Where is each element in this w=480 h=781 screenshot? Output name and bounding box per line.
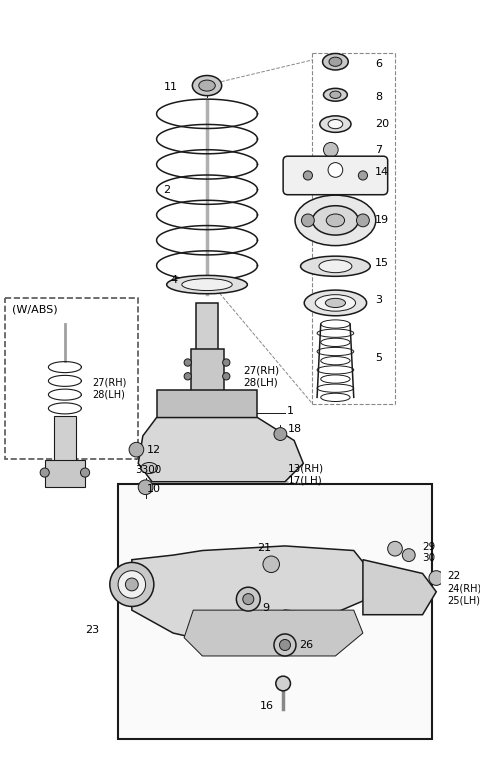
Text: 3: 3 xyxy=(375,295,382,305)
Text: (W/ABS): (W/ABS) xyxy=(12,305,57,314)
Ellipse shape xyxy=(295,195,376,245)
Text: 6: 6 xyxy=(375,59,382,70)
Circle shape xyxy=(357,214,369,226)
Circle shape xyxy=(301,214,314,226)
Circle shape xyxy=(223,358,230,366)
Circle shape xyxy=(184,358,192,366)
Circle shape xyxy=(359,171,368,180)
Ellipse shape xyxy=(192,76,222,96)
Text: 10: 10 xyxy=(147,484,161,494)
Ellipse shape xyxy=(329,57,342,66)
Text: 13(RH)
17(LH): 13(RH) 17(LH) xyxy=(288,463,324,485)
Text: 12: 12 xyxy=(147,444,161,455)
Bar xyxy=(196,303,218,358)
Circle shape xyxy=(81,468,90,477)
Text: 4: 4 xyxy=(170,275,178,285)
Ellipse shape xyxy=(326,214,345,226)
Text: 15: 15 xyxy=(375,259,389,269)
Text: 5: 5 xyxy=(375,353,382,363)
Circle shape xyxy=(40,468,49,477)
Ellipse shape xyxy=(125,578,138,591)
Ellipse shape xyxy=(167,276,247,294)
Bar xyxy=(156,390,257,436)
Circle shape xyxy=(263,556,279,572)
Text: 18: 18 xyxy=(288,423,302,433)
FancyBboxPatch shape xyxy=(5,298,138,458)
Text: 7: 7 xyxy=(375,144,382,155)
Circle shape xyxy=(274,634,296,656)
Bar xyxy=(54,415,76,462)
Circle shape xyxy=(303,171,312,180)
Ellipse shape xyxy=(312,205,359,235)
Text: 21: 21 xyxy=(257,543,272,553)
Text: 22: 22 xyxy=(447,571,460,581)
Circle shape xyxy=(276,676,290,691)
Ellipse shape xyxy=(315,294,356,311)
Bar xyxy=(191,349,224,431)
Ellipse shape xyxy=(324,88,348,102)
Ellipse shape xyxy=(319,260,352,273)
Circle shape xyxy=(429,571,444,586)
Circle shape xyxy=(274,428,287,440)
Text: 23: 23 xyxy=(85,626,100,635)
Text: 24(RH)
25(LH): 24(RH) 25(LH) xyxy=(447,583,480,605)
Polygon shape xyxy=(363,560,436,615)
Text: 30: 30 xyxy=(422,553,436,563)
Text: 16: 16 xyxy=(260,701,274,711)
Circle shape xyxy=(402,549,415,562)
Ellipse shape xyxy=(110,562,154,607)
Text: 27(RH)
28(LH): 27(RH) 28(LH) xyxy=(244,366,280,387)
Text: 27(RH)
28(LH): 27(RH) 28(LH) xyxy=(92,377,127,399)
Bar xyxy=(118,483,432,739)
Ellipse shape xyxy=(182,279,232,291)
Circle shape xyxy=(279,640,290,651)
Circle shape xyxy=(236,587,260,611)
Text: 29: 29 xyxy=(422,542,436,552)
Text: 2: 2 xyxy=(163,185,170,195)
Ellipse shape xyxy=(328,119,343,129)
Ellipse shape xyxy=(330,91,341,98)
Circle shape xyxy=(184,373,192,380)
Text: 20: 20 xyxy=(375,119,389,129)
Text: 19: 19 xyxy=(375,216,389,226)
Circle shape xyxy=(138,480,153,494)
Ellipse shape xyxy=(320,116,351,132)
Circle shape xyxy=(324,142,338,157)
Text: 14: 14 xyxy=(375,167,389,177)
Ellipse shape xyxy=(323,53,348,70)
Bar xyxy=(45,460,85,487)
Circle shape xyxy=(243,594,254,604)
Circle shape xyxy=(129,442,144,457)
Ellipse shape xyxy=(199,80,215,91)
Circle shape xyxy=(223,373,230,380)
Circle shape xyxy=(388,541,402,556)
Ellipse shape xyxy=(325,298,346,308)
Text: 3300: 3300 xyxy=(135,465,161,475)
Text: 26: 26 xyxy=(299,640,313,650)
Ellipse shape xyxy=(141,462,157,473)
Circle shape xyxy=(328,162,343,177)
Polygon shape xyxy=(138,418,303,482)
Polygon shape xyxy=(132,546,372,637)
Text: 11: 11 xyxy=(164,83,178,92)
Ellipse shape xyxy=(118,571,145,598)
Ellipse shape xyxy=(304,290,367,316)
Text: 9: 9 xyxy=(262,603,269,613)
Text: 1: 1 xyxy=(287,406,294,416)
Text: 8: 8 xyxy=(375,91,382,102)
FancyBboxPatch shape xyxy=(283,156,388,194)
Polygon shape xyxy=(184,610,363,656)
Ellipse shape xyxy=(300,256,370,276)
